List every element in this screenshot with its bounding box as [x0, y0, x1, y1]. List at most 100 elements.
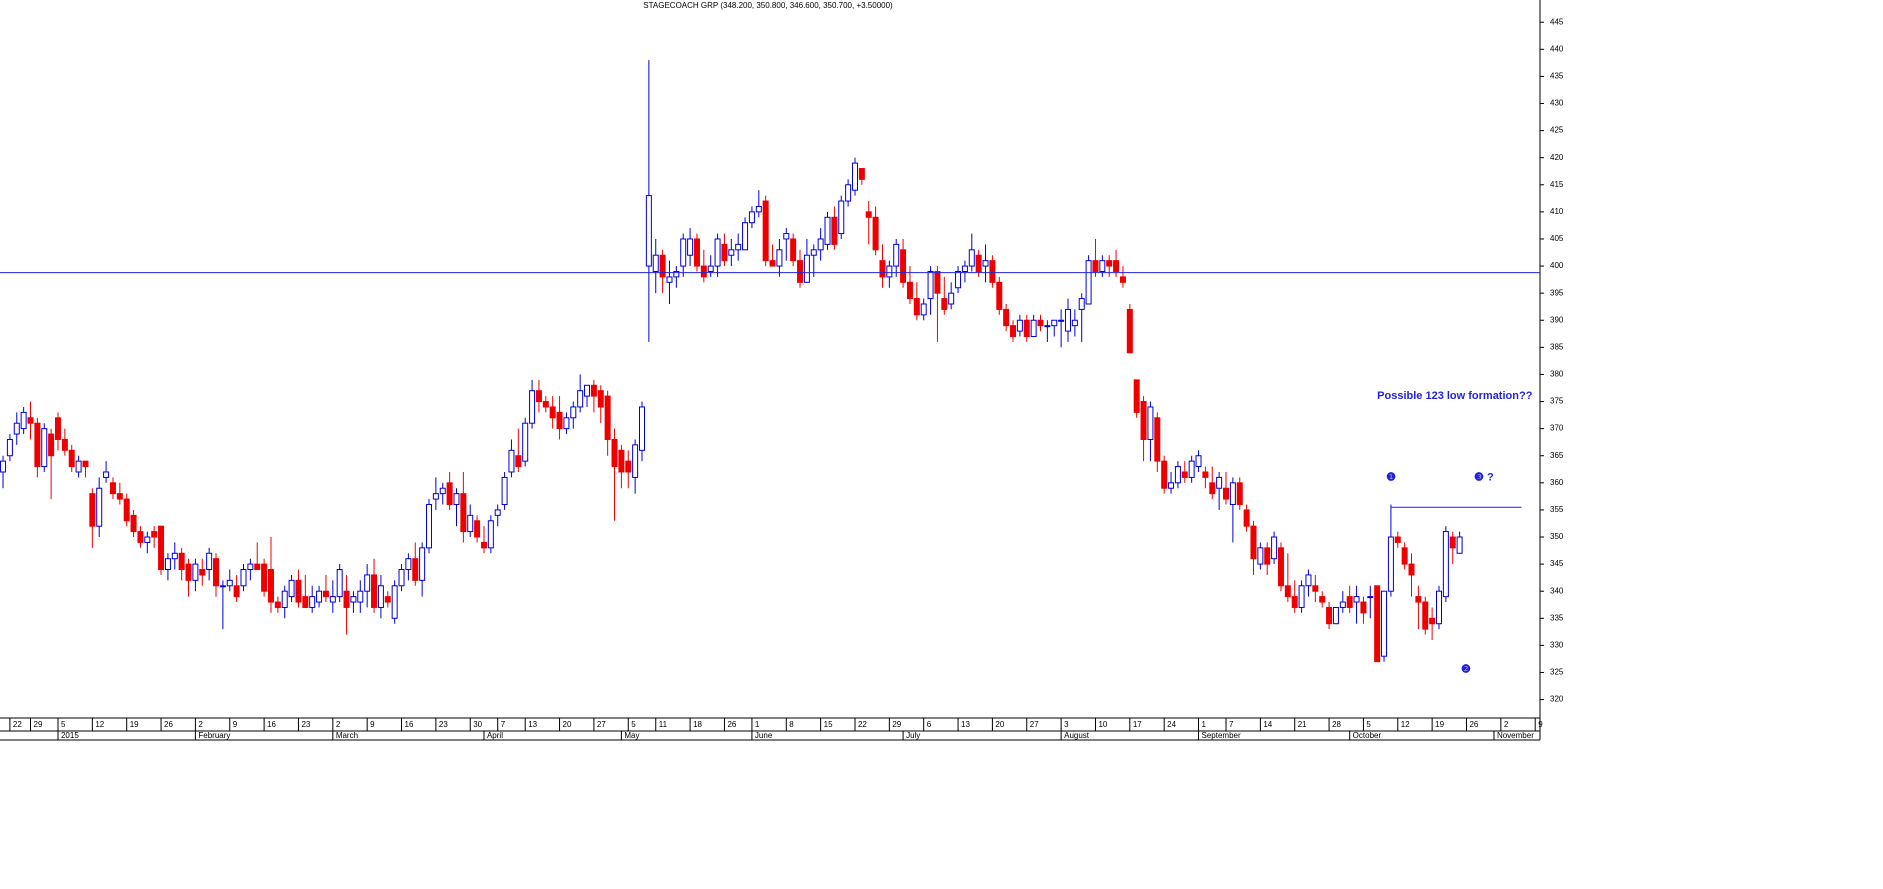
candle-body — [54, 417, 61, 440]
month-label: April — [487, 731, 503, 740]
y-tick-label: 320 — [1550, 695, 1564, 704]
x-tick-label: 29 — [34, 720, 43, 729]
candle-body — [316, 590, 323, 603]
candle-body — [89, 493, 96, 527]
y-tick-label: 360 — [1550, 478, 1564, 487]
candle-body — [144, 536, 151, 543]
candle-body — [735, 243, 742, 251]
x-tick-label: 19 — [130, 720, 139, 729]
candle-body — [522, 422, 529, 462]
candle-body — [900, 249, 907, 283]
candle-body — [1051, 319, 1058, 327]
candle-body — [1099, 260, 1106, 272]
x-tick-label: 5 — [631, 720, 636, 729]
candle-body — [1353, 596, 1360, 603]
candle-body — [254, 563, 261, 571]
x-tick-label: 6 — [927, 720, 932, 729]
candle-body — [27, 417, 34, 424]
candle-body — [501, 476, 508, 505]
candle-body — [1223, 487, 1230, 500]
candle-body — [1119, 276, 1126, 283]
candle-body — [1023, 319, 1030, 338]
candle-body — [1202, 471, 1209, 478]
candle-body — [1250, 525, 1257, 560]
x-tick-label: 26 — [164, 720, 173, 729]
candle-body — [1298, 585, 1305, 608]
candle-body — [879, 260, 886, 278]
candle-body — [1078, 298, 1085, 310]
candle-body — [158, 525, 165, 571]
candle-body — [412, 558, 419, 581]
candle-body — [1449, 536, 1456, 549]
candle-body — [1161, 460, 1168, 489]
candle-body — [872, 216, 879, 251]
candle-body — [1436, 590, 1443, 625]
candle-body — [1216, 476, 1223, 489]
candle-body — [116, 493, 123, 500]
candle-body — [336, 569, 343, 598]
month-label: May — [624, 731, 639, 740]
x-tick-label: 12 — [1401, 720, 1410, 729]
candle-body — [267, 569, 274, 603]
candle-body — [288, 579, 295, 598]
candle-body — [467, 514, 474, 533]
y-tick-label: 370 — [1550, 424, 1564, 433]
x-tick-label: 22 — [13, 720, 22, 729]
candle-body — [700, 265, 707, 278]
candle-body — [659, 254, 666, 278]
candle-body — [1312, 585, 1319, 592]
annotation: ❷ — [1461, 664, 1471, 676]
candle-body — [96, 487, 103, 527]
candle-body — [426, 503, 433, 549]
candle-body — [1147, 406, 1154, 440]
candle-body — [1058, 319, 1065, 322]
x-tick-label: 12 — [95, 720, 104, 729]
y-tick-label: 435 — [1550, 72, 1564, 81]
candle-body — [0, 460, 7, 473]
candle-body — [790, 238, 797, 262]
candle-body — [281, 590, 288, 608]
x-tick-label: 13 — [961, 720, 970, 729]
candle-body — [1092, 260, 1099, 272]
candle-body — [1271, 536, 1278, 560]
candle-body — [1003, 308, 1010, 327]
candle-body — [1037, 319, 1044, 327]
x-tick-label: 28 — [1332, 720, 1341, 729]
candle-body — [302, 596, 309, 608]
candle-body — [261, 563, 268, 592]
x-tick-label: 2 — [1504, 720, 1509, 729]
x-tick-label: 23 — [301, 720, 310, 729]
candle-body — [625, 460, 632, 473]
candle-body — [1408, 563, 1415, 576]
candle-body — [893, 243, 900, 267]
candle-body — [1209, 482, 1216, 495]
candle-body — [1010, 325, 1017, 338]
candle-body — [377, 585, 384, 608]
candle-body — [460, 493, 467, 533]
y-tick-label: 425 — [1550, 126, 1564, 135]
candle-body — [934, 270, 941, 294]
candle-body — [714, 238, 721, 267]
candle-body — [941, 298, 948, 310]
month-label: October — [1353, 731, 1382, 740]
candle-body — [1106, 260, 1113, 267]
candle-body — [494, 509, 501, 516]
x-tick-label: 16 — [405, 720, 414, 729]
candle-body — [343, 590, 350, 608]
candle-body — [556, 411, 563, 430]
candle-body — [529, 390, 536, 424]
candle-body — [1133, 379, 1140, 413]
candle-body — [295, 579, 302, 603]
x-tick-label: 17 — [1133, 720, 1142, 729]
y-tick-label: 395 — [1550, 288, 1564, 297]
candle-body — [171, 552, 178, 560]
x-tick-label: 29 — [892, 720, 901, 729]
candle-body — [680, 238, 687, 267]
candle-body — [728, 249, 735, 256]
candle-body — [446, 482, 453, 505]
x-tick-label: 30 — [473, 720, 482, 729]
annotation: Possible 123 low formation?? — [1377, 390, 1533, 402]
candle-body — [178, 552, 185, 571]
x-tick-label: 26 — [727, 720, 736, 729]
candle-body — [797, 260, 804, 283]
